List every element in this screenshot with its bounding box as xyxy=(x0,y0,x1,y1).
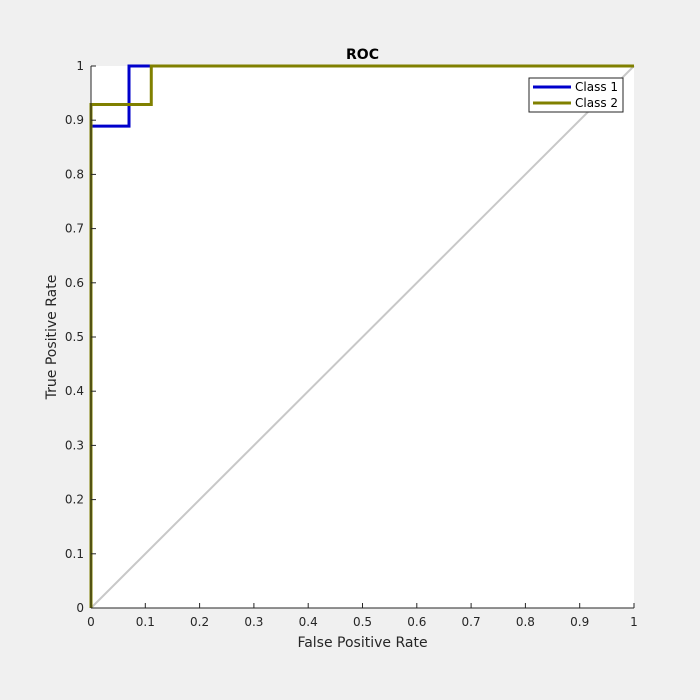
legend-label-2: Class 2 xyxy=(575,96,618,110)
chart-title: ROC xyxy=(346,47,379,63)
x-tick-label: 0.4 xyxy=(299,615,318,629)
y-tick-label: 0.1 xyxy=(65,547,84,561)
y-tick-label: 0.8 xyxy=(65,167,84,181)
y-tick-label: 0.7 xyxy=(65,222,84,236)
reference-layer xyxy=(90,65,635,609)
y-tick-label: 0.6 xyxy=(65,276,84,290)
x-tick-label: 0.9 xyxy=(570,615,589,629)
y-tick-label: 0 xyxy=(76,601,84,615)
x-tick-label: 0.5 xyxy=(353,615,372,629)
x-axis-label: False Positive Rate xyxy=(297,635,427,651)
y-tick-label: 0.4 xyxy=(65,384,84,398)
y-tick-label: 0.3 xyxy=(65,438,84,452)
axes-layer: 0 0.1 0.2 0.3 0.4 0.5 0.6 0.7 0.8 0.9 1 0 0.1 0.2 0.3 0… xyxy=(65,59,638,629)
x-tick-label: 0.8 xyxy=(516,615,535,629)
x-tick-label: 0.1 xyxy=(136,615,155,629)
y-tick-label: 0.9 xyxy=(65,113,84,127)
y-axis-label: True Positive Rate xyxy=(44,275,60,401)
reference-diagonal-line xyxy=(90,65,635,609)
legend-label-1: Class 1 xyxy=(575,80,618,94)
x-tick-label: 0.3 xyxy=(244,615,263,629)
legend: Class 1 Class 2 xyxy=(528,77,624,113)
y-tick-label: 0.2 xyxy=(65,493,84,507)
x-tick-label: 0.7 xyxy=(462,615,481,629)
x-tick-label: 0.6 xyxy=(407,615,426,629)
x-tick-label: 0 xyxy=(87,615,95,629)
legend-box xyxy=(528,77,624,113)
x-tick-label: 1 xyxy=(630,615,638,629)
y-tick-label: 1 xyxy=(76,59,84,73)
y-tick-label: 0.5 xyxy=(65,330,84,344)
x-tick-label: 0.2 xyxy=(190,615,209,629)
